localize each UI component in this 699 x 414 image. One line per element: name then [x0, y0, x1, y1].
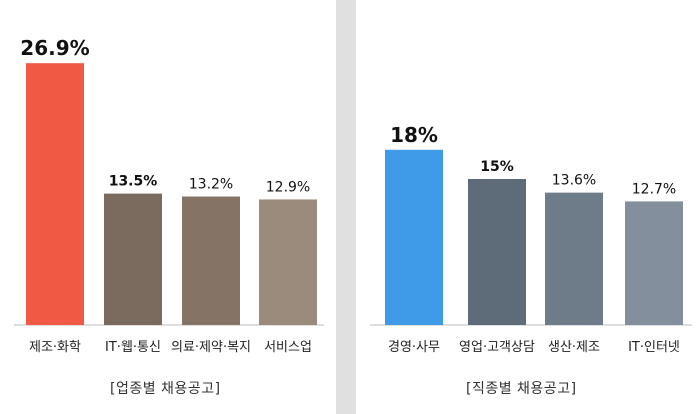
panel-divider — [336, 0, 356, 414]
category-label: 서비스업 — [264, 340, 312, 355]
bar-value-label: 13.6% — [552, 173, 596, 189]
category-label: IT·웹·통신 — [105, 340, 161, 355]
bar-value-label: 18% — [390, 123, 438, 147]
bar-2 — [104, 193, 162, 325]
bar-4 — [625, 201, 683, 325]
industry-chart-panel: 26.9% 제조·화학 13.5% IT·웹·통신 13.2% 의료·제약·복지 12.9%… — [0, 0, 336, 414]
category-label: 생산·제조 — [548, 340, 600, 355]
category-label: 제조·화학 — [29, 340, 81, 355]
category-label: 의료·제약·복지 — [171, 340, 251, 355]
bar-value-label: 12.9% — [266, 179, 310, 195]
occupation-chart-caption: [직종별 채용공고] — [466, 381, 577, 397]
industry-bar-chart: 26.9% 제조·화학 13.5% IT·웹·통신 13.2% 의료·제약·복지 12.9%… — [14, 36, 324, 355]
bar-value-label: 12.7% — [632, 181, 676, 197]
bar-3 — [182, 196, 240, 325]
bar-4 — [259, 199, 317, 325]
category-label: 경영·사무 — [388, 340, 440, 355]
bar-1 — [26, 63, 84, 325]
bar-value-label: 13.2% — [189, 177, 233, 193]
category-label: 영업·고객상담 — [459, 340, 535, 355]
bar-value-label: 15% — [480, 159, 514, 175]
bar-value-label: 26.9% — [20, 36, 89, 60]
category-label: IT·인터넷 — [628, 340, 680, 355]
occupation-chart-panel: 18% 경영·사무 15% 영업·고객상담 13.6% 생산·제조 12.7% IT·인터넷 … — [356, 0, 699, 414]
bar-2 — [468, 179, 526, 325]
bar-1 — [385, 149, 443, 325]
industry-chart-caption: [업종별 채용공고] — [110, 381, 221, 397]
bar-value-label: 13.5% — [109, 174, 158, 190]
occupation-bar-chart: 18% 경영·사무 15% 영업·고객상담 13.6% 생산·제조 12.7% IT·인터넷 — [370, 123, 692, 355]
bar-3 — [545, 192, 603, 325]
